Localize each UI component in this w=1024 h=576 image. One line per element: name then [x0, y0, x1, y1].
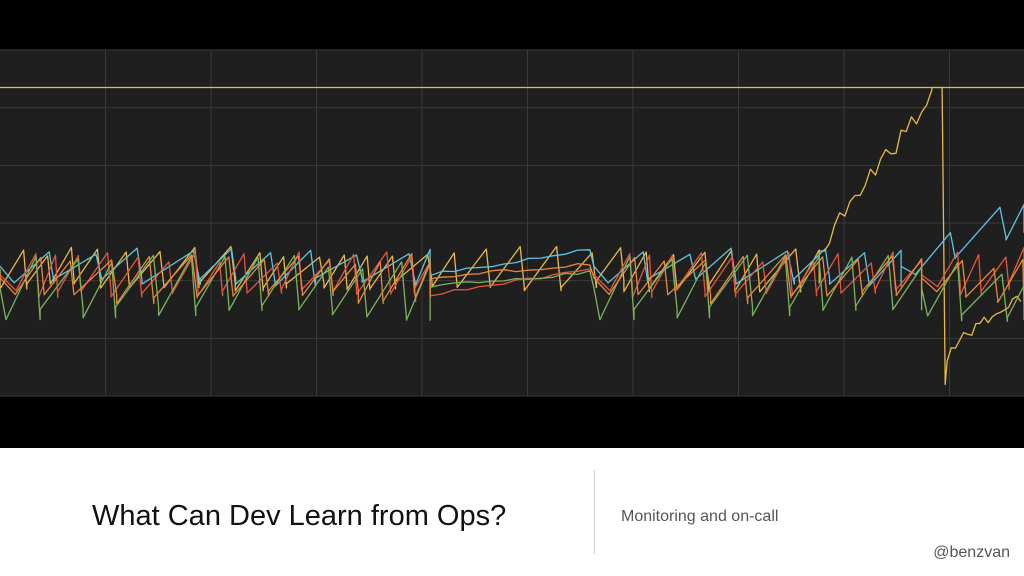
- line-chart: [0, 49, 1024, 397]
- series-line-6: [0, 253, 1024, 305]
- title-divider: [594, 470, 595, 554]
- slide-title: What Can Dev Learn from Ops?: [92, 500, 507, 532]
- series-lines: [0, 86, 1024, 386]
- series-line-5: [0, 254, 1024, 323]
- author-handle: @benzvan: [933, 544, 1010, 561]
- slide-subtitle: Monitoring and on-call: [621, 508, 779, 525]
- chart-panel: [0, 0, 1024, 448]
- series-line-4: [0, 246, 1024, 299]
- series-line-2: [0, 86, 1022, 386]
